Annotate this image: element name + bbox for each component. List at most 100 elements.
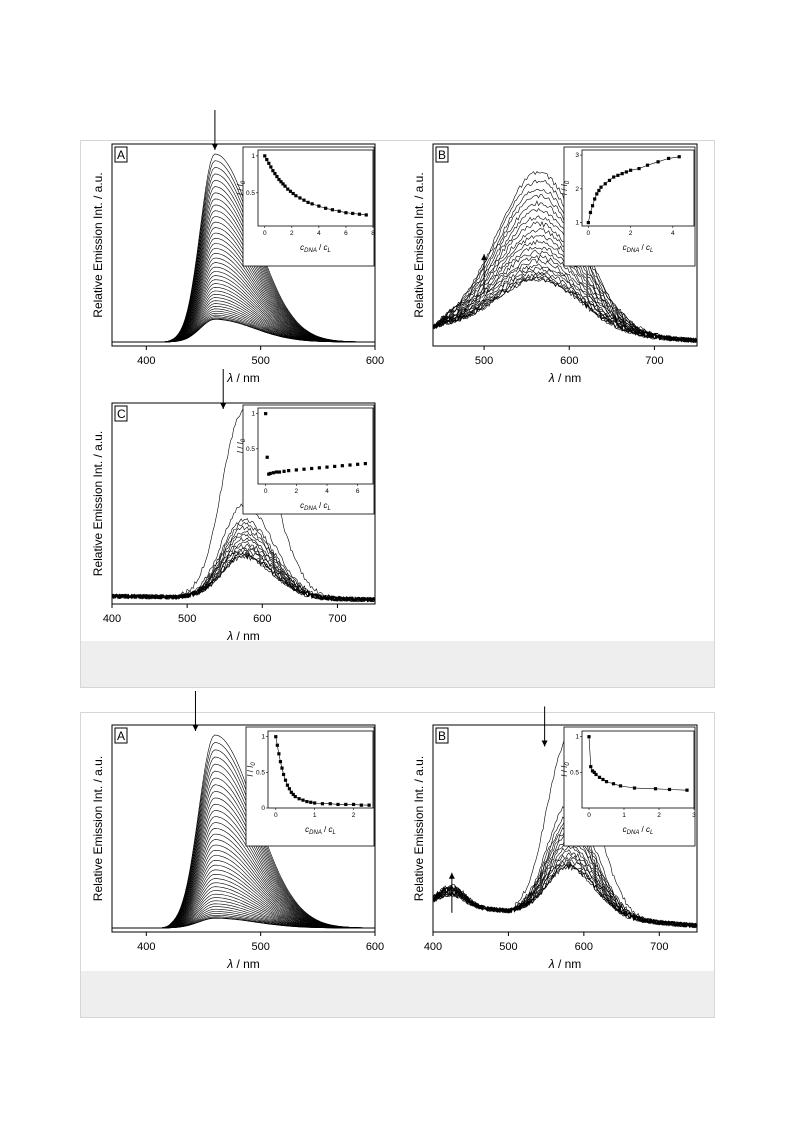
x-axis-symbol: λ <box>548 957 555 971</box>
inset-x-label-sub2: L <box>328 248 331 254</box>
inset-frame <box>257 149 374 227</box>
x-tick-label: 500 <box>251 355 269 367</box>
inset-data-point <box>305 799 309 804</box>
inset-data-point <box>281 182 285 186</box>
inset-data-point <box>590 769 595 773</box>
inset-x-label: cDNA / cL <box>300 501 331 512</box>
inset-y-label-i2: I <box>236 183 245 186</box>
inset-y-tick-label: 0.5 <box>570 769 579 776</box>
inset-data-point <box>294 468 298 472</box>
inset-box <box>245 726 375 847</box>
inset-data-point <box>271 471 275 475</box>
inset-x-label-sep: / <box>322 825 329 834</box>
inset-y-label-sub: 0 <box>565 762 571 766</box>
inset-y-tick-label: 0.5 <box>256 769 265 776</box>
inset-data-point <box>367 803 371 807</box>
inset-y-label-i: I <box>246 774 255 777</box>
inset-y-label: I / I0 <box>236 180 247 195</box>
x-axis-unit: / nm <box>233 629 260 643</box>
inset-x-tick-label: 2 <box>352 812 356 819</box>
inset-data-point <box>277 470 282 474</box>
spectrum-line <box>433 864 697 929</box>
inset-y-tick-label: 1 <box>261 734 265 741</box>
inset-data-point <box>607 178 612 182</box>
inset-data-point <box>667 156 671 161</box>
plot-frame <box>111 724 376 933</box>
inset-data-point <box>656 160 660 164</box>
inset-data-point <box>594 772 598 777</box>
inset-data-point <box>302 467 306 471</box>
inset-data-point <box>611 782 616 786</box>
x-tick-label: 700 <box>645 355 663 367</box>
inset-x-tick-label: 4 <box>671 230 675 237</box>
inset-x-tick-label: 4 <box>325 488 329 495</box>
inset-data-point <box>629 168 633 172</box>
inset-x-tick-label: 1 <box>313 812 317 819</box>
inset-y-label: I / I0 <box>560 180 571 195</box>
inset-data-point <box>356 462 360 466</box>
inset-data-point <box>310 202 314 206</box>
x-tick-label: 600 <box>253 613 271 625</box>
inset-x-tick-label: 8 <box>371 230 375 237</box>
inset-data-point <box>637 166 641 171</box>
inset-y-label-sep: / <box>246 768 255 775</box>
plot-frame <box>111 143 376 347</box>
inset-data-point <box>293 794 297 799</box>
inset-data-point <box>282 469 286 473</box>
inset-data-point <box>265 157 269 162</box>
inset-data-point <box>601 777 605 782</box>
inset-x-label-sep: / <box>317 243 324 252</box>
x-axis-label: λ / nm <box>548 957 582 971</box>
inset-x-label-sep: / <box>639 825 646 834</box>
inset-y-tick-label: 0.5 <box>246 190 255 197</box>
inset-data-point <box>597 188 601 193</box>
spectrum-line <box>433 849 697 928</box>
panel-label-box <box>114 405 128 422</box>
inset-data-point <box>364 213 368 217</box>
inset-box <box>563 146 696 267</box>
inset-data-point <box>287 787 291 791</box>
spectrum-line <box>112 734 375 929</box>
inset-y-tick-label: 1 <box>251 153 255 160</box>
inset-x-label-c: c <box>300 243 304 252</box>
x-tick-label: 500 <box>178 613 196 625</box>
inset-x-label-sub: DNA <box>309 830 322 836</box>
y-axis-label: Relative Emission Int. / a.u. <box>412 172 426 317</box>
inset-x-label: cDNA / cL <box>623 243 654 254</box>
spectra-group <box>112 734 375 929</box>
y-axis-label: Relative Emission Int. / a.u. <box>91 756 105 901</box>
inset-y-label: I / I0 <box>236 438 247 453</box>
x-axis-unit: / nm <box>555 371 582 385</box>
inset-data-point <box>269 165 273 169</box>
inset-y-label-sep: / <box>236 444 245 451</box>
inset-data-point <box>351 802 356 807</box>
inset-data-point <box>275 743 279 747</box>
inset-data-point <box>588 210 593 215</box>
inset-x-label-sep: / <box>639 243 646 252</box>
inset-data-point <box>593 197 597 201</box>
inset-data-point <box>328 802 332 806</box>
spectrum-line <box>433 864 697 929</box>
inset-y-tick-label: 2 <box>575 186 579 193</box>
inset-frame <box>257 407 374 485</box>
inset-data-point <box>263 154 267 158</box>
inset-y-tick-label: 0.5 <box>246 446 255 453</box>
x-tick-label: 500 <box>499 941 517 953</box>
inset-data-point <box>320 802 325 806</box>
inset-y-label-sep: / <box>560 768 569 775</box>
inset-data-point <box>317 466 321 470</box>
x-tick-label: 400 <box>137 941 155 953</box>
inset-x-label-sub: DNA <box>627 248 640 254</box>
inset-x-tick-label: 0 <box>587 812 591 819</box>
inset-x-label-sub2: L <box>328 506 331 512</box>
inset-data-point <box>287 469 291 473</box>
inset-data-point <box>592 770 596 774</box>
inset-data-point <box>603 182 607 186</box>
inset-y-label-i2: I <box>236 441 245 444</box>
plot-group: B 500 600 700 λ / nm Relative Emission Int. /… <box>412 143 698 385</box>
spectrum-line <box>433 833 697 928</box>
inset-data-point <box>280 766 284 770</box>
inset-data-point <box>283 778 288 782</box>
inset-data-point <box>288 189 293 193</box>
